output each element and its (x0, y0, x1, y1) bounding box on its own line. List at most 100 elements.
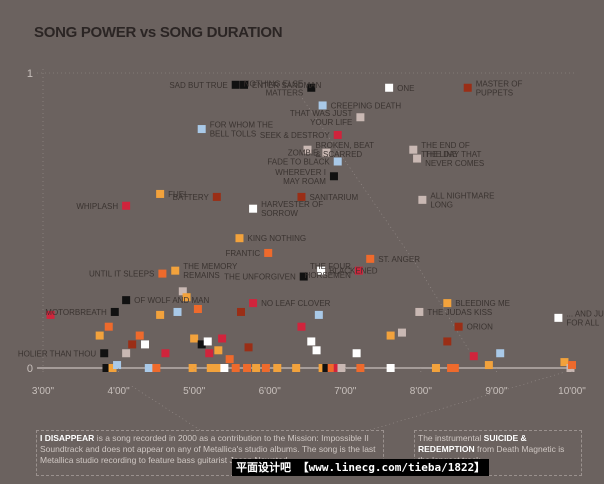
axis-ticks: 0 1 3'00" 4'00" 5'00" 6'00" 7'00" 8'00" 9'00" 10'… (27, 68, 586, 397)
point-label-line: ENTER SANDMAN (252, 81, 322, 90)
labeled-data-point (418, 195, 427, 204)
labeled-data-point (354, 266, 363, 275)
labeled-data-point (322, 148, 331, 157)
labeled-data-point (318, 101, 327, 110)
point-label: ENTER SANDMAN (252, 81, 322, 90)
data-point (46, 310, 55, 319)
point-label-line: FUEL (168, 190, 189, 199)
annotation-left-body: is a song recorded in 2000 as a contribu… (40, 433, 376, 465)
point-label: FADE TO BLACK (267, 158, 330, 167)
point-label-line: MASTER OF (476, 79, 523, 88)
guide-line (369, 371, 566, 431)
point-label-line: PUPPETS (476, 88, 513, 97)
data-point (252, 364, 261, 372)
labeled-data-point (264, 248, 273, 257)
data-point (135, 331, 144, 340)
point-label-line: KING NOTHING (247, 234, 306, 243)
point-label-line: ALL NIGHTMARE (430, 191, 494, 200)
data-point (122, 349, 131, 358)
point-label-line: HARVESTER OF (261, 200, 323, 209)
data-point (220, 364, 229, 372)
data-point (178, 287, 187, 296)
labeled-data-point (171, 266, 180, 275)
point-label-line: THE DAY THAT (425, 150, 481, 159)
point-label: THE DAY THAT NEVER COMES (425, 150, 484, 168)
point-label-line: FOR WHOM THE (210, 121, 273, 130)
data-point (356, 364, 365, 372)
point-label-line: WHIPLASH (76, 202, 118, 211)
point-label: HOLIER THAN THOU (18, 349, 97, 358)
point-label-line: LONG (430, 200, 453, 209)
data-point (113, 361, 122, 370)
point-label-line: FRANTIC (226, 249, 261, 258)
point-label-line: MOTORBREATH (45, 308, 107, 317)
data-point (560, 358, 569, 367)
labeled-data-point (212, 192, 221, 201)
labeled-data-point (100, 349, 109, 358)
labeled-data-point (231, 80, 240, 89)
data-point (95, 331, 104, 340)
data-point (214, 346, 223, 355)
data-point (352, 349, 361, 358)
labeled-data-point (356, 113, 365, 122)
x-tick-label: 10'00" (558, 386, 586, 397)
labeled-data-point (443, 299, 452, 308)
data-point (218, 334, 227, 343)
data-point (450, 364, 459, 372)
point-label: THAT WAS JUST YOUR LIFE (290, 109, 353, 127)
x-tick-label: 4'00" (107, 386, 130, 397)
point-label: ... AND JUSTICEFOR ALL (566, 309, 604, 327)
labeled-data-point (463, 83, 472, 92)
data-point (243, 364, 252, 372)
point-label-line: SANITARIUM (309, 193, 358, 202)
data-point (469, 352, 478, 361)
data-point (312, 346, 321, 355)
guide-lines (129, 94, 566, 431)
point-label: ALL NIGHTMARE LONG (430, 191, 494, 209)
x-tick-label: 7'00" (334, 386, 357, 397)
point-label: MASTER OF PUPPETS (476, 79, 523, 97)
labeled-data-point (110, 307, 119, 316)
point-label: ONE (397, 84, 414, 93)
annotation-right-highlight: SUICIDE & REDEMPTION (418, 433, 527, 454)
point-label: HARVESTER OF SORROW (261, 200, 323, 218)
data-point (273, 364, 282, 372)
point-label: FOR WHOM THE BELL TOLLS (210, 121, 273, 139)
annotation-right-prefix: The instrumental (418, 433, 484, 443)
data-point (261, 364, 270, 372)
data-point (314, 310, 323, 319)
point-label-line: NOTHING ELSE (244, 79, 304, 88)
data-point (108, 364, 117, 372)
labeled-data-point (122, 296, 131, 305)
y-tick-label: 1 (27, 68, 33, 80)
labeled-data-point (333, 157, 342, 166)
data-point (104, 322, 113, 331)
labeled-data-point (158, 269, 167, 278)
point-label: BLEEDING ME (455, 299, 510, 308)
point-label-line: HORSEMEN (305, 271, 351, 280)
annotation-left: I DISAPPEAR is a song recorded in 2000 a… (36, 430, 384, 476)
point-label-line: MAY ROAM (283, 177, 326, 186)
data-point (386, 364, 395, 372)
point-label: THE UNFORGIVEN (224, 273, 296, 282)
point-label-line: BLACKENED (329, 267, 378, 276)
point-label-line: ZOMBIE (288, 149, 319, 158)
labeled-data-point (415, 307, 424, 316)
guide-line (419, 269, 471, 353)
point-label-line: YOUR LIFE (310, 118, 352, 127)
data-point (141, 340, 150, 349)
point-label-line: ONE (397, 84, 414, 93)
data-point (337, 364, 346, 372)
point-label: ST. ANGER (378, 255, 420, 264)
data-point (212, 364, 221, 372)
point-label: SANITARIUM (309, 193, 358, 202)
watermark: 平面设计吧 【www.linecg.com/tieba/1822】 (232, 459, 490, 476)
point-label-line: BROKEN, BEAT (316, 141, 375, 150)
data-point (386, 331, 395, 340)
point-label-line: & SCARRED (316, 150, 363, 159)
labeled-data-point (317, 266, 326, 275)
data-point (431, 364, 440, 372)
data-point (231, 364, 240, 372)
data-point (161, 349, 170, 358)
